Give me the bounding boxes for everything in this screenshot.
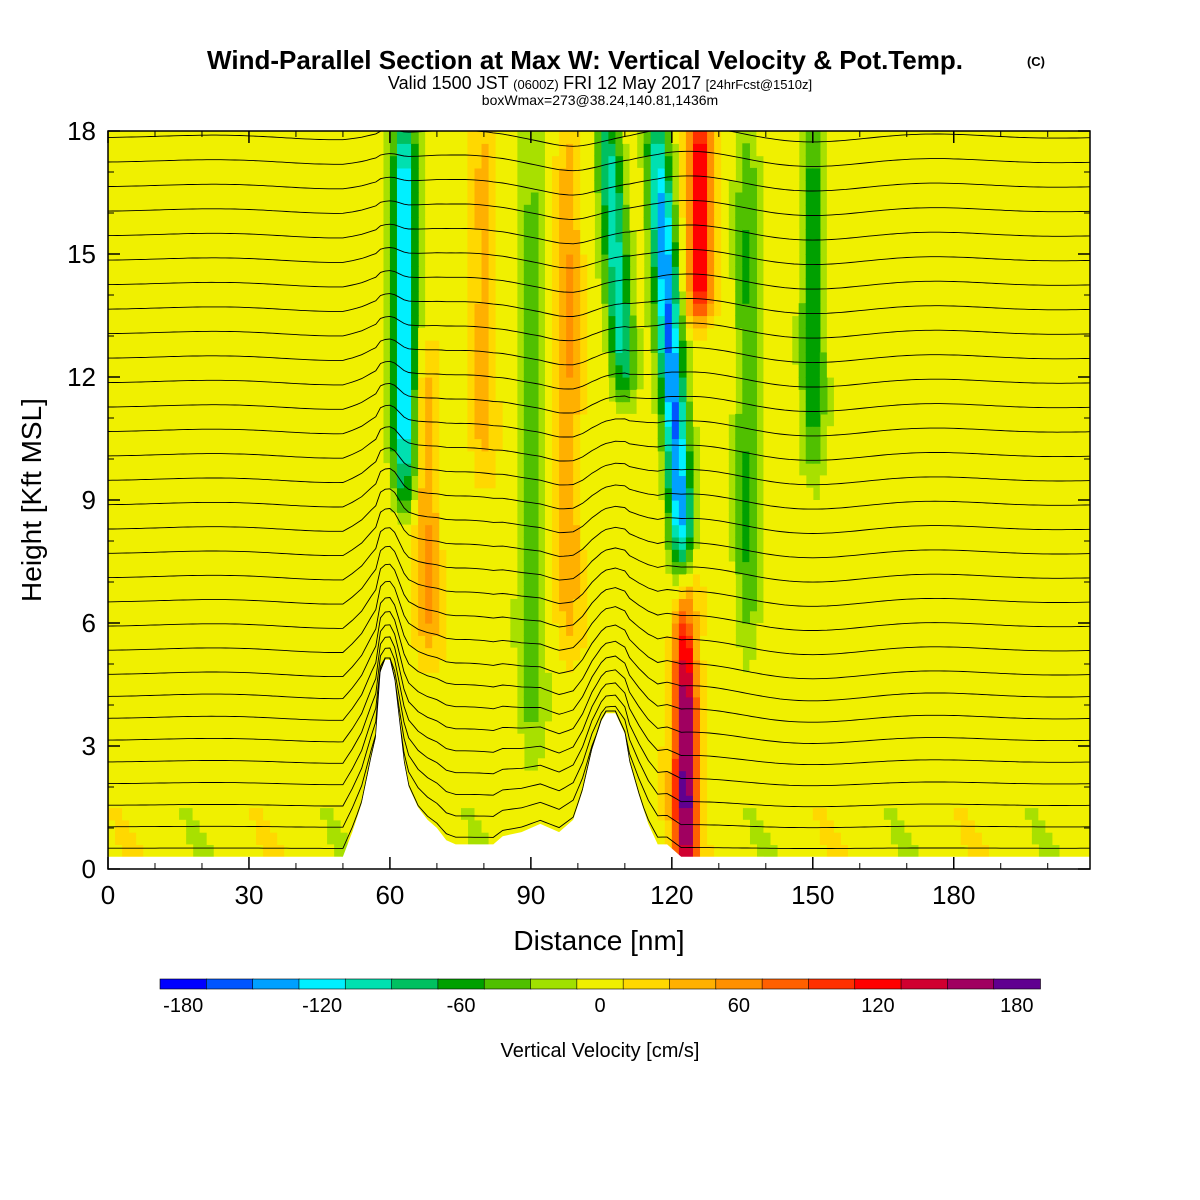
isentrope-line [108,315,1090,342]
colorbar-swatch [576,978,624,990]
colorbar-swatch [344,978,393,990]
colorbar-tick-label: 60 [728,995,750,1017]
isentrope-line [108,338,1090,366]
isentrope-line [108,527,1090,583]
isentrope-line [108,131,1090,147]
colorbar-swatch [761,978,810,990]
x-axis: 0 30 60 90 120 150 180 [101,131,1049,910]
colorbar-swatch [437,978,486,990]
isentrope-line [108,468,1090,510]
y-tick-label: 3 [82,731,96,761]
x-tick-label: 180 [932,880,975,910]
terrain [108,659,1090,869]
colorbar-swatch [530,978,578,990]
isentrope-line [108,636,1090,744]
isentrope-line [108,580,1090,656]
isentrope-line [108,360,1090,390]
colorbar-tick-label: 0 [594,995,605,1017]
isentrope-line [108,488,1090,534]
isentrope-line [108,150,1090,172]
isentrope-line [108,382,1090,414]
isentrope-line [108,647,1090,766]
colorbar-tick-label: -180 [163,995,203,1017]
isentrope-line [108,293,1090,317]
isentrope-line [108,426,1090,462]
colorbar-swatch [900,978,949,990]
isentrope-line [108,657,1090,787]
colorbar-swatch [854,978,902,990]
plot-area [108,131,1090,869]
x-tick-label: 0 [101,880,115,910]
colorbar-swatch [298,978,347,990]
isentrope-line [108,563,1090,631]
colorbar-tick-label: -120 [302,995,342,1017]
isentrope-line [108,624,1090,723]
colorbar-swatch [622,978,671,990]
y-tick-label: 0 [82,854,96,884]
y-tick-label: 18 [67,116,96,146]
colorbar-label: Vertical Velocity [cm/s] [501,1040,700,1062]
isentrope-line [108,508,1090,559]
colorbar-tick-label: -60 [447,995,476,1017]
y-tick-label: 12 [67,362,96,392]
isentrope-line [108,247,1090,269]
colorbar-tick-label: 180 [1000,995,1033,1017]
x-axis-label: Distance [nm] [513,925,684,956]
isentrope-line [108,657,1090,829]
isentrope-line [108,657,1090,808]
isentrope-line [108,447,1090,486]
colorbar-swatch [252,978,300,990]
colorbar-swatch [947,978,995,990]
colorbar-tick-label: 120 [861,995,894,1017]
y-tick-label: 9 [82,485,96,515]
copyright-mark: (C) [1027,54,1045,69]
x-tick-label: 60 [375,880,404,910]
colorbar-swatch [206,978,254,990]
valid-time-line: Valid 1500 JST (0600Z) FRI 12 May 2017 [… [388,73,812,93]
colorbar-swatch [993,978,1041,990]
isentrope-line [108,175,1090,196]
x-tick-label: 30 [234,880,263,910]
colorbar-swatch [808,978,856,990]
isentrope-line [108,199,1090,220]
colorbar-swatch [483,978,532,990]
colorbar-swatch [391,978,439,990]
potential-temperature-contours [108,131,1090,849]
colorbar: -180 -120 -60 0 60 120 180 [159,978,1041,1017]
y-tick-label: 6 [82,608,96,638]
colorbar-swatch [669,978,717,990]
isentrope-line [108,223,1090,245]
isentrope-line [108,270,1090,293]
x-tick-label: 120 [650,880,693,910]
y-axis-label: Height [Kft MSL] [16,398,47,602]
isentrope-line [108,404,1090,438]
box-wmax-line: boxWmax=273@38.24,140.81,1436m [482,92,718,108]
chart-title: Wind-Parallel Section at Max W: Vertical… [207,45,963,75]
isentrope-line [108,545,1090,607]
isentrope-line [108,597,1090,680]
isentrope-line [108,611,1090,702]
colorbar-swatch [159,978,208,990]
colorbar-swatch [715,978,763,990]
y-tick-label: 15 [67,239,96,269]
x-tick-label: 150 [791,880,834,910]
x-tick-label: 90 [516,880,545,910]
y-axis: 0 3 6 9 12 15 18 [67,116,1090,884]
